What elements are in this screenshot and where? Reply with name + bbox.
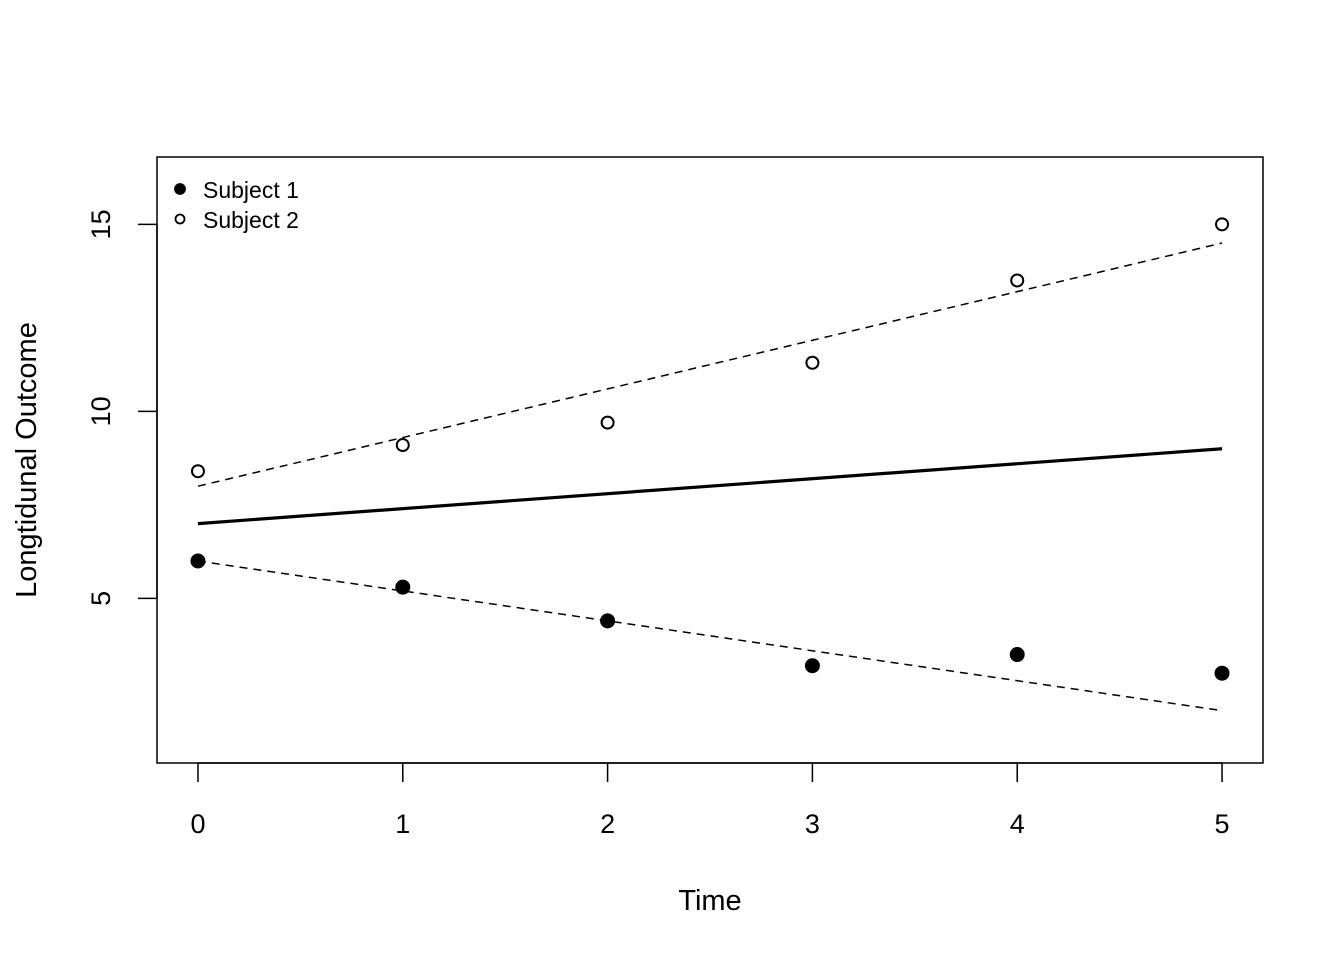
- legend-label: Subject 2: [203, 207, 299, 233]
- subject-fit-line: [197, 242, 1223, 487]
- legend-label: Subject 1: [203, 177, 299, 203]
- legend-marker: [174, 213, 186, 225]
- subject-fit-line: [197, 560, 1223, 712]
- fit-lines: [197, 242, 1223, 712]
- population-fit-line: [197, 447, 1223, 526]
- plot-box: [156, 156, 1264, 764]
- point-subject-2: [190, 464, 205, 479]
- legend-marker: [174, 183, 186, 195]
- x-tick-label: 2: [600, 809, 615, 839]
- legend: Subject 1 Subject 2: [174, 177, 299, 233]
- y-tick-label: 5: [86, 591, 116, 606]
- y-tick-label: 10: [86, 396, 116, 426]
- point-subject-1: [1009, 647, 1025, 663]
- x-tick-label: 3: [805, 809, 820, 839]
- point-subject-2: [1215, 217, 1230, 232]
- x-tick-label: 0: [190, 809, 205, 839]
- point-subject-1: [600, 613, 616, 629]
- x-tick-label: 4: [1010, 809, 1025, 839]
- point-subject-2: [395, 438, 410, 453]
- x-axis: 0 1 2 3 4 5: [190, 762, 1230, 839]
- point-subject-2: [805, 355, 820, 370]
- point-subject-1: [395, 579, 411, 595]
- point-subject-1: [190, 553, 206, 569]
- point-subject-1: [804, 658, 820, 674]
- y-axis: 5 10 15: [86, 209, 158, 606]
- x-tick-label: 5: [1215, 809, 1230, 839]
- point-subject-2: [600, 415, 615, 430]
- x-axis-title: Time: [678, 885, 741, 917]
- y-tick-label: 15: [86, 209, 116, 239]
- point-subject-2: [1010, 273, 1025, 288]
- point-subject-1: [1214, 665, 1230, 681]
- y-axis-title: Longtidunal Outcome: [11, 322, 43, 598]
- data-points: [190, 217, 1230, 681]
- x-tick-label: 1: [395, 809, 410, 839]
